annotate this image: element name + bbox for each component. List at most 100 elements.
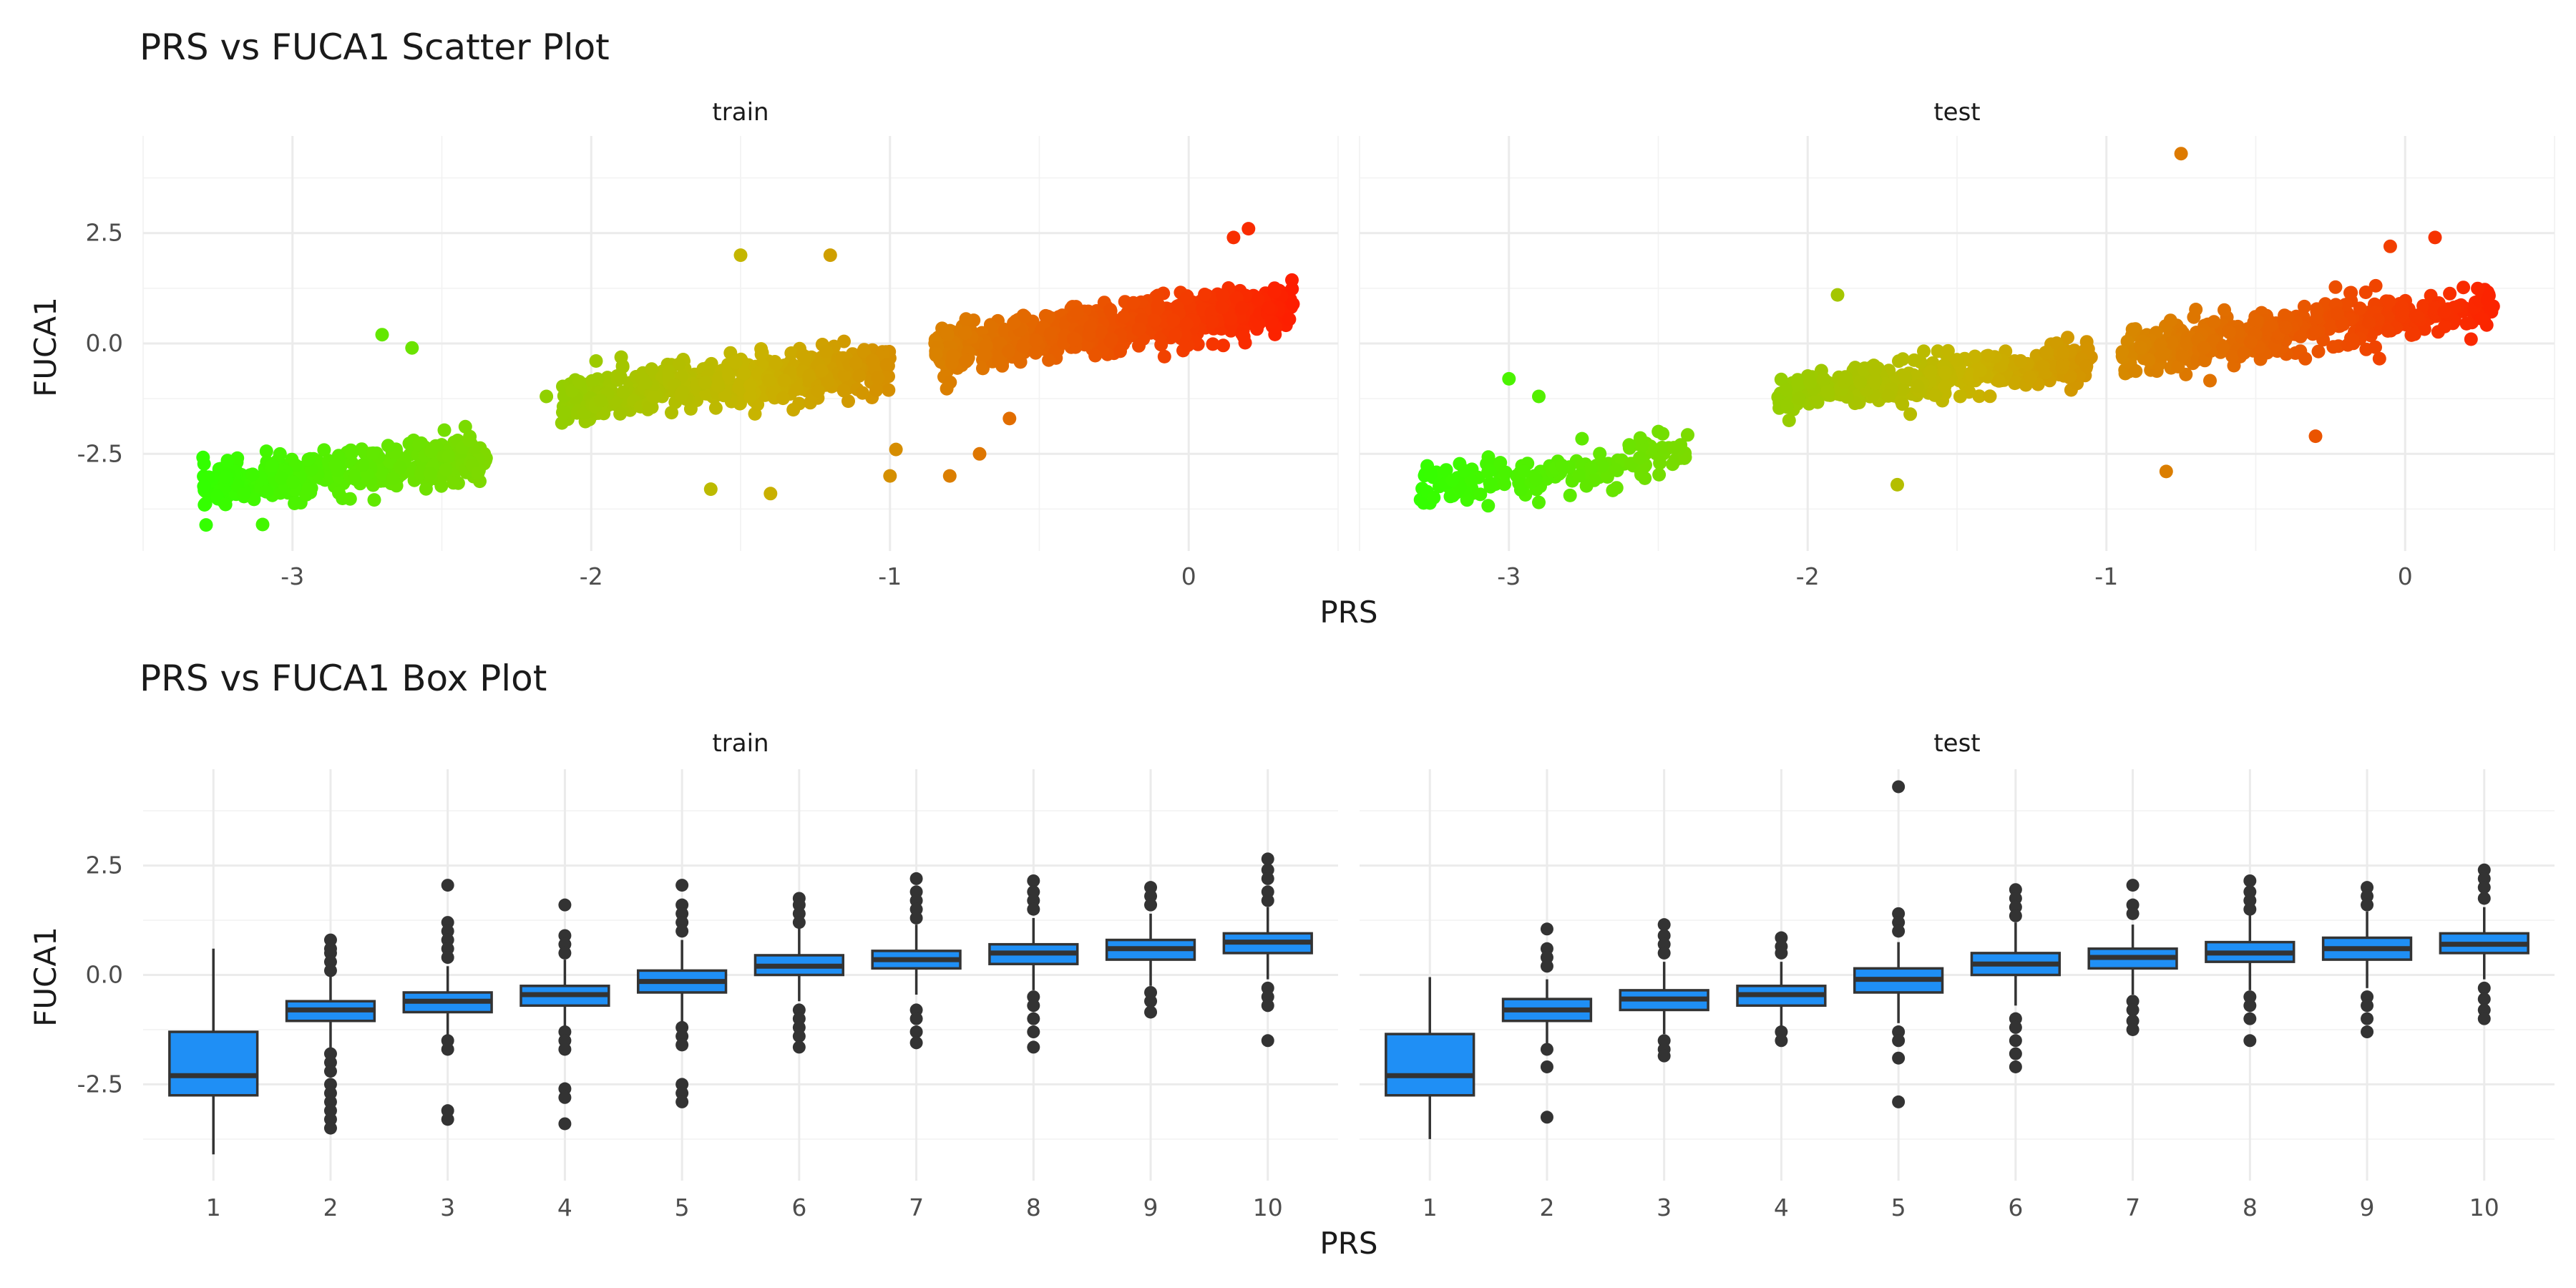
scatter-point [565,384,579,398]
box-outlier [1144,1005,1158,1019]
scatter-point [348,469,363,483]
box-outlier [1261,1034,1274,1048]
scatter-point [1652,467,1667,482]
scatter-point [1555,458,1569,472]
scatter-point [849,356,863,370]
box-x-tick-label: 6 [2008,1194,2023,1221]
box-outlier [323,1065,337,1078]
scatter-point [2180,336,2194,351]
scatter-point [2293,329,2308,343]
scatter-point [2437,305,2451,319]
scatter-point [2115,345,2129,359]
box-5 [1853,780,1944,1108]
scatter-point [940,381,954,396]
scatter-x-tick-label: -2 [1796,562,1820,590]
scatter-point [2322,322,2336,336]
scatter-point [1810,395,1825,409]
scatter-point [1953,389,1967,404]
scatter-point [1917,344,1931,358]
box-outlier [441,879,454,892]
scatter-point [367,493,381,507]
scatter-point [2344,286,2358,300]
scatter-point [1215,301,1229,315]
box-outlier [1540,1043,1553,1056]
scatter-point [2372,351,2386,366]
scatter-point [811,384,825,399]
scatter-point [1481,465,1496,479]
box-outlier [2009,1047,2022,1060]
scatter-point [1838,370,1853,384]
scatter-point [1068,333,1083,347]
scatter-point [462,434,477,448]
box-outlier [2126,1023,2140,1036]
scatter-point [2218,303,2231,317]
scatter-point [763,487,778,501]
scatter-strip-label-train: train [712,98,769,127]
scatter-point [1116,310,1131,324]
box-x-tick-label: 4 [557,1194,572,1221]
scatter-point [286,475,300,489]
scatter-point [1903,407,1918,421]
scatter-point [1216,288,1230,303]
box-panel-test: test 1 2 3 4 5 6 7 8 9 10 [1360,729,2555,1221]
scatter-point [343,492,357,506]
box-outlier [2009,1034,2022,1048]
box-outlier [1027,874,1040,887]
scatter-point [259,484,273,499]
scatter-point [2279,321,2293,335]
scatter-point [2297,299,2311,313]
scatter-point [1235,301,1249,315]
scatter-panel-test: test -3 -2 -1 0 [1359,98,2555,590]
scatter-x-tick-label: 0 [1181,562,1196,590]
scatter-point [2061,331,2074,345]
scatter-point [2309,325,2323,339]
box-outlier [2243,1034,2257,1048]
scatter-point [2308,429,2323,444]
scatter-point [423,467,437,480]
scatter-point [1968,349,1982,364]
scatter-x-tick-label: 0 [2398,562,2413,590]
scatter-x-tick-label: -2 [580,562,603,590]
box-outlier [1261,999,1274,1013]
scatter-point [301,452,316,467]
box-y-axis-title: FUCA1 [28,927,63,1027]
scatter-point [1791,379,1805,393]
scatter-point [219,470,233,484]
box-chart: PRS vs FUCA1 Box Plot train 1 2 3 4 5 6 7 8 9 10 -2… [28,658,2555,1261]
scatter-point [411,437,426,452]
scatter-point [317,443,331,457]
scatter-point [883,469,897,483]
scatter-point [1803,376,1817,390]
scatter-point [1154,338,1169,352]
box-6 [753,892,845,1054]
box-outlier [1261,894,1274,907]
scatter-point [419,482,433,496]
scatter-point [540,389,554,404]
scatter-point [2459,316,2474,331]
scatter-point [2328,280,2343,294]
scatter-point [613,370,628,384]
scatter-point [471,466,485,480]
scatter-point [1042,353,1056,367]
box-outlier [1892,1034,1906,1048]
scatter-point [647,390,660,404]
scatter-point [1126,296,1141,310]
scatter-point [1458,464,1472,478]
scatter-point [556,405,570,419]
scatter-point [2250,313,2264,328]
box-outlier [2009,1060,2022,1073]
scatter-point [2056,346,2070,360]
scatter-point [940,326,955,341]
box-outlier [675,1038,689,1052]
scatter-point [288,497,302,510]
scatter-point [2353,301,2367,316]
scatter-point [1002,411,1017,426]
scatter-point [2471,281,2485,296]
scatter-point [1911,379,1925,394]
scatter-point [1868,362,1883,376]
box-outlier [2126,907,2140,920]
scatter-point [220,454,235,468]
box-x-tick-label: 3 [1657,1194,1672,1221]
scatter-point [1532,495,1546,509]
scatter-point [2129,364,2143,379]
